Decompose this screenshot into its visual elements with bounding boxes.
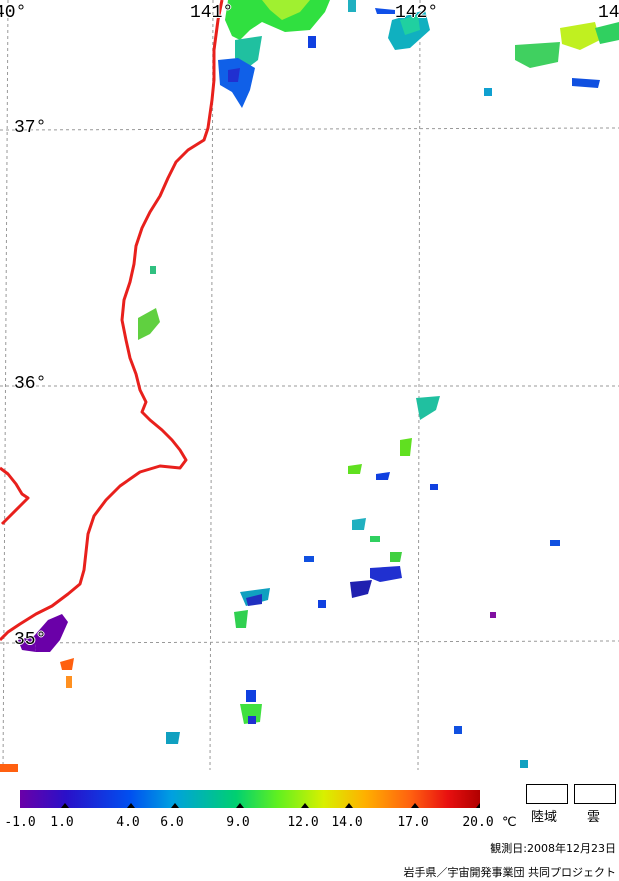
coastline [0,0,224,642]
colorbar-tick-label: 17.0 [397,815,429,830]
land-legend-swatch [526,784,568,804]
colorbar-tick-label: 14.0 [331,815,363,830]
lat-label-37: 37° [14,118,47,138]
observation-date: 観測日:2008年12月23日 [490,842,616,855]
colorbar-tick-label: 4.0 [116,815,140,830]
colorbar-tick-label: 6.0 [160,815,184,830]
lat-label-35: 35° [14,630,47,650]
colorbar-tick-label: 1.0 [50,815,74,830]
graticule [0,0,619,771]
sst-patches [0,0,619,772]
colorbar-tick-label: 12.0 [287,815,319,830]
colorbar-tick-label: -1.0 [4,815,36,830]
colorbar-tick-label: 9.0 [226,815,250,830]
credit-line: 岩手県／宇宙開発事業団 共同プロジェクト [403,866,617,879]
colorbar-tick-marks [61,803,480,808]
lon-label-143: 14 [598,3,619,23]
land-legend-label: 陸域 [531,810,558,825]
colorbar-unit: ℃ [502,815,517,830]
temperature-colorbar [20,790,480,808]
cloud-legend-label: 雲 [587,810,601,825]
lat-label-36: 36° [14,374,47,394]
cloud-legend-swatch [574,784,616,804]
lon-label-141: 141° [190,3,234,23]
lon-label-140: 40° [0,3,27,23]
lon-label-142: 142° [395,3,439,23]
colorbar-tick-label: 20.0 [462,815,494,830]
